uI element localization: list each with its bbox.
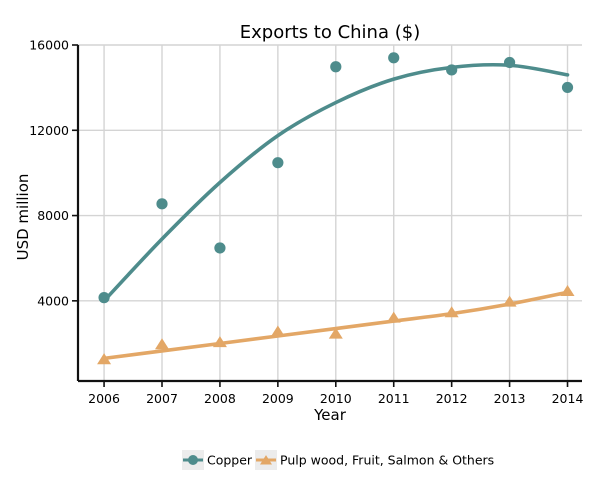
data-point (561, 81, 574, 94)
y-tick-label: 16000 (29, 38, 69, 53)
y-tick-label: 12000 (29, 123, 69, 138)
data-point (444, 306, 459, 318)
data-point (270, 325, 285, 337)
axes (72, 44, 582, 387)
x-tick-label: 2010 (320, 391, 352, 406)
x-tick-label: 2013 (494, 391, 526, 406)
data-point (388, 52, 400, 64)
series-pulp-wood-fruit-salmon-others (97, 284, 575, 365)
series-copper (98, 52, 574, 304)
x-tick-label: 2006 (88, 391, 120, 406)
y-axis-label: USD million (14, 174, 32, 261)
data-point (97, 353, 112, 365)
data-point (503, 56, 516, 69)
x-tick-label: 2009 (262, 391, 294, 406)
legend-key-marker (188, 455, 198, 465)
data-point (328, 327, 343, 339)
series (97, 52, 575, 365)
x-tick-label: 2012 (436, 391, 468, 406)
gridlines (78, 44, 582, 381)
x-axis-label: Year (313, 406, 347, 424)
data-point (446, 64, 458, 76)
x-tick-label: 2007 (146, 391, 178, 406)
legend-label: Copper (207, 453, 253, 468)
data-point (386, 311, 401, 323)
data-point (156, 198, 168, 210)
x-tick-label: 2014 (552, 391, 584, 406)
data-point (155, 338, 169, 350)
data-point (98, 292, 110, 304)
y-tick-label: 4000 (37, 293, 69, 308)
chart-title: Exports to China ($) (240, 22, 420, 43)
legend-label: Pulp wood, Fruit, Salmon & Others (280, 453, 494, 468)
data-point (212, 336, 227, 348)
legend-item: Copper (182, 450, 253, 470)
trend-line (102, 62, 570, 303)
tick-labels: 2006 2007 2008 2009 2010 2011 2012 2013 2014 4000… (29, 38, 583, 407)
data-point (214, 242, 226, 254)
x-tick-label: 2011 (378, 391, 410, 406)
data-point (560, 284, 575, 296)
data-point (272, 157, 284, 169)
legend-item: Pulp wood, Fruit, Salmon & Others (255, 450, 494, 470)
legend: Copper Pulp wood, Fruit, Salmon & Others (182, 450, 494, 470)
x-tick-label: 2008 (204, 391, 236, 406)
y-tick-label: 8000 (37, 208, 69, 223)
data-point (330, 61, 342, 73)
data-point (502, 295, 517, 307)
legend-key-marker (260, 455, 272, 465)
